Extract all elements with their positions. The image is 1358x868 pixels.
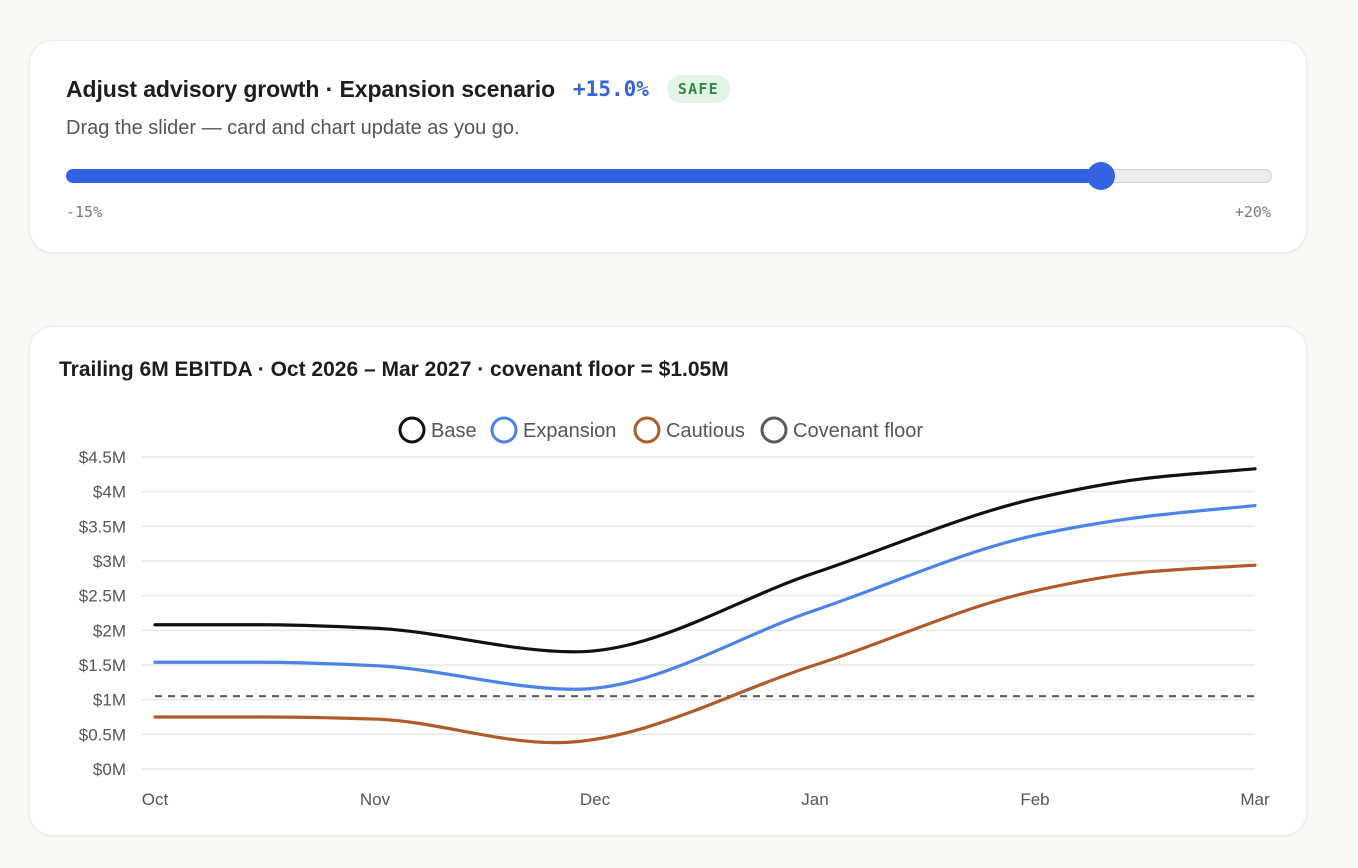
slider-fill bbox=[66, 169, 1100, 183]
y-tick-label: $0M bbox=[93, 760, 126, 779]
x-tick-label: Jan bbox=[801, 790, 828, 809]
x-tick-label: Nov bbox=[360, 790, 391, 809]
slider-track[interactable] bbox=[66, 162, 1272, 190]
y-tick-label: $4M bbox=[93, 483, 126, 502]
legend-marker bbox=[633, 416, 661, 444]
slider-value: +15.0% bbox=[573, 77, 649, 101]
x-tick-label: Oct bbox=[142, 790, 169, 809]
y-tick-label: $0.5M bbox=[79, 725, 126, 744]
legend-label: Covenant floor bbox=[793, 420, 923, 442]
legend-item[interactable]: Base bbox=[398, 416, 477, 444]
slider-title: Adjust advisory growth · Expansion scena… bbox=[66, 75, 556, 102]
y-tick-label: $2M bbox=[93, 621, 126, 640]
y-tick-label: $4.5M bbox=[79, 448, 126, 467]
ebitda-chart-card: $0M $0.5M $1M $1.5M $2M $2.5M $3M $3.5M $4M $4.5M… bbox=[29, 326, 1307, 836]
legend-label: Expansion bbox=[523, 420, 616, 442]
slider-thumb[interactable] bbox=[1086, 162, 1115, 190]
legend-marker bbox=[398, 416, 426, 444]
base-series-line bbox=[153, 467, 1257, 654]
legend-marker bbox=[490, 416, 518, 444]
legend-item[interactable]: Expansion bbox=[490, 416, 616, 444]
slider-min-label: -15% bbox=[66, 203, 103, 221]
x-tick-label: Dec bbox=[580, 790, 611, 809]
legend-label: Cautious bbox=[666, 420, 745, 442]
slider-title-row: Adjust advisory growth · Expansion scena… bbox=[66, 75, 730, 103]
legend-item[interactable]: Covenant floor bbox=[760, 416, 923, 444]
legend-item[interactable]: Cautious bbox=[633, 416, 745, 444]
chart-title: Trailing 6M EBITDA · Oct 2026 – Mar 2027… bbox=[59, 358, 729, 381]
ebitda-chart: $0M $0.5M $1M $1.5M $2M $2.5M $3M $3.5M $4M $4.5M… bbox=[79, 416, 1270, 809]
growth-slider-card: Adjust advisory growth · Expansion scena… bbox=[29, 40, 1307, 253]
expansion-series-line bbox=[153, 503, 1257, 691]
legend-marker bbox=[760, 416, 788, 444]
slider-max-label: +20% bbox=[1234, 203, 1271, 221]
legend-label: Base bbox=[431, 420, 477, 442]
slider-subtitle: Drag the slider — card and chart update … bbox=[66, 117, 520, 139]
y-tick-label: $1M bbox=[93, 691, 126, 710]
y-tick-label: $3M bbox=[93, 552, 126, 571]
x-tick-label: Mar bbox=[1240, 790, 1270, 809]
status-badge: SAFE bbox=[666, 75, 730, 103]
y-tick-label: $3.5M bbox=[79, 517, 126, 536]
x-tick-label: Feb bbox=[1020, 790, 1049, 809]
cautious-series-line bbox=[153, 563, 1257, 745]
y-tick-label: $1.5M bbox=[79, 656, 126, 675]
y-tick-label: $2.5M bbox=[79, 587, 126, 606]
